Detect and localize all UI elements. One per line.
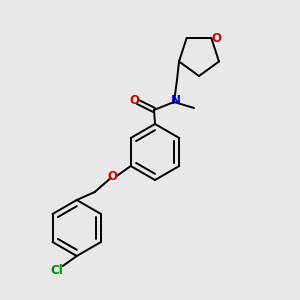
Text: O: O (129, 94, 139, 107)
Text: O: O (108, 170, 118, 184)
Text: O: O (211, 32, 221, 44)
Text: N: N (171, 94, 181, 107)
Text: Cl: Cl (50, 263, 63, 277)
